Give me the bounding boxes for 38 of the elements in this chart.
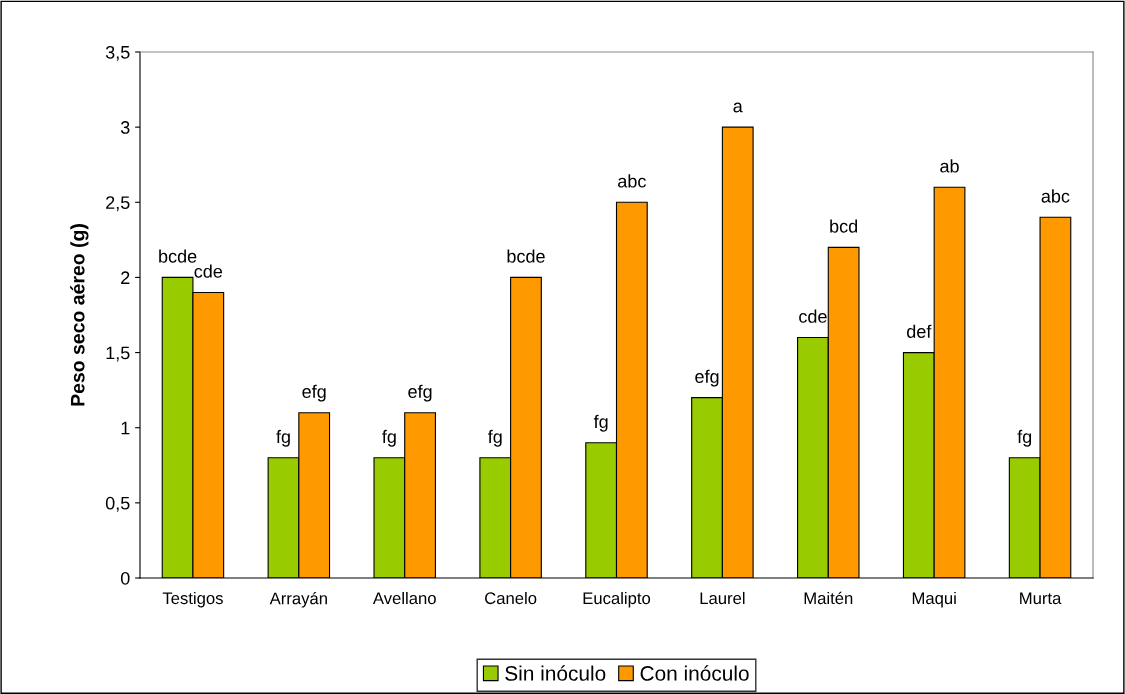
data-label: fg [1017,429,1032,447]
x-tick-label: Arrayán [269,591,327,608]
y-tick-label: 2 [121,271,130,284]
data-label: abc [618,174,646,188]
legend-label: Sin inóculo [505,665,606,681]
y-tick-label: 1,5 [106,346,130,362]
data-label: fg [487,429,502,447]
data-label: abc [1041,189,1070,203]
y-tick-label: 0,5 [105,496,130,512]
data-label: bcde [159,249,197,263]
data-label: fg [382,429,396,447]
x-tick-label: Avellano [372,591,436,605]
x-tick-label: Eucalipto [583,591,651,608]
x-tick-label: Maitén [804,591,853,605]
data-label: def [907,324,932,338]
data-label: fg [593,414,608,432]
data-label: bcd [830,219,858,233]
y-tick-label: 1 [121,421,130,435]
y-tick-label: 2,5 [106,196,130,212]
y-tick-label: 3 [120,121,130,134]
data-label: cde [799,309,827,323]
x-tick-label: Canelo [485,591,537,605]
data-label: efg [408,384,432,402]
y-tick-label: 3,5 [105,45,130,61]
data-label: efg [302,384,326,402]
x-tick-label: Murta [1020,592,1062,605]
y-axis-title: Peso seco aéreo (g) [70,224,89,406]
data-label: efg [695,369,719,387]
data-label: a [733,102,743,113]
data-label: fg [276,429,290,447]
x-tick-label: Laurel [700,591,745,605]
legend-label: Con inóculo [640,665,749,681]
x-tick-label: Maqui [912,591,956,608]
data-label: cde [194,264,223,278]
y-tick-label: 0 [120,571,130,585]
data-label: ab [940,159,959,173]
data-label: bcde [507,249,545,263]
x-tick-label: Testigos [162,591,223,608]
